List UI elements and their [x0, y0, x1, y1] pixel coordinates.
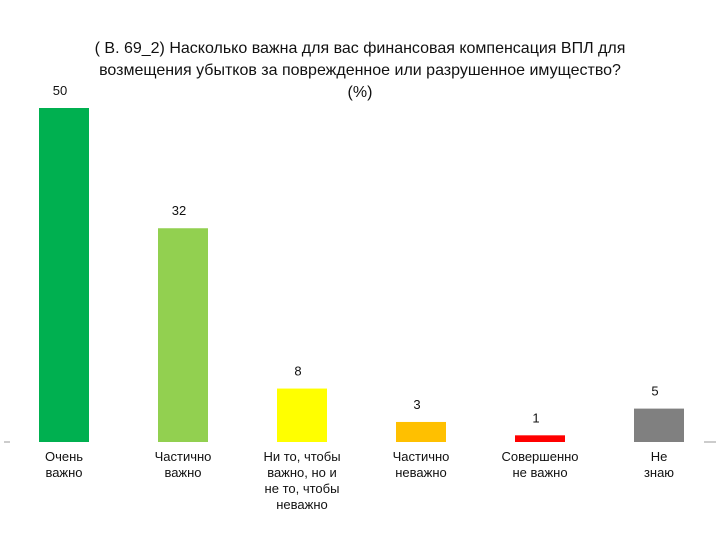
category-label-3: Ни то, чтобы важно, но и не то, чтобы неваж…	[247, 449, 357, 513]
category-label-line: неважно	[247, 497, 357, 513]
bar-5	[515, 435, 565, 442]
category-label-line: Ни то, чтобы	[247, 449, 357, 465]
value-label-2: 32	[172, 203, 186, 218]
value-label-4: 3	[413, 397, 420, 412]
value-label-6: 5	[651, 384, 658, 399]
category-label-4: Частично неважно	[366, 449, 476, 481]
bar-6	[634, 409, 684, 442]
category-label-line: не то, чтобы	[247, 481, 357, 497]
value-label-1: 50	[53, 83, 67, 98]
category-label-1: Очень важно	[9, 449, 119, 481]
category-label-line: Очень	[9, 449, 119, 465]
bar-3	[277, 389, 327, 442]
category-label-line: важно	[128, 465, 238, 481]
category-label-6: Не знаю	[604, 449, 714, 481]
bar-4	[396, 422, 446, 442]
category-label-line: важно	[9, 465, 119, 481]
category-label-line: Не	[604, 449, 714, 465]
bars-layer	[39, 108, 684, 442]
value-label-5: 1	[532, 410, 539, 425]
bar-2	[158, 228, 208, 442]
category-label-line: Частично	[128, 449, 238, 465]
category-label-line: не важно	[485, 465, 595, 481]
bar-1	[39, 108, 89, 442]
category-label-line: Совершенно	[485, 449, 595, 465]
category-label-line: неважно	[366, 465, 476, 481]
category-label-line: Частично	[366, 449, 476, 465]
value-labels-layer: 50 32 8 3 1 5	[53, 83, 659, 425]
value-label-3: 8	[294, 364, 301, 379]
category-label-5: Совершенно не важно	[485, 449, 595, 481]
category-label-line: важно, но и	[247, 465, 357, 481]
category-label-2: Частично важно	[128, 449, 238, 481]
category-label-line: знаю	[604, 465, 714, 481]
